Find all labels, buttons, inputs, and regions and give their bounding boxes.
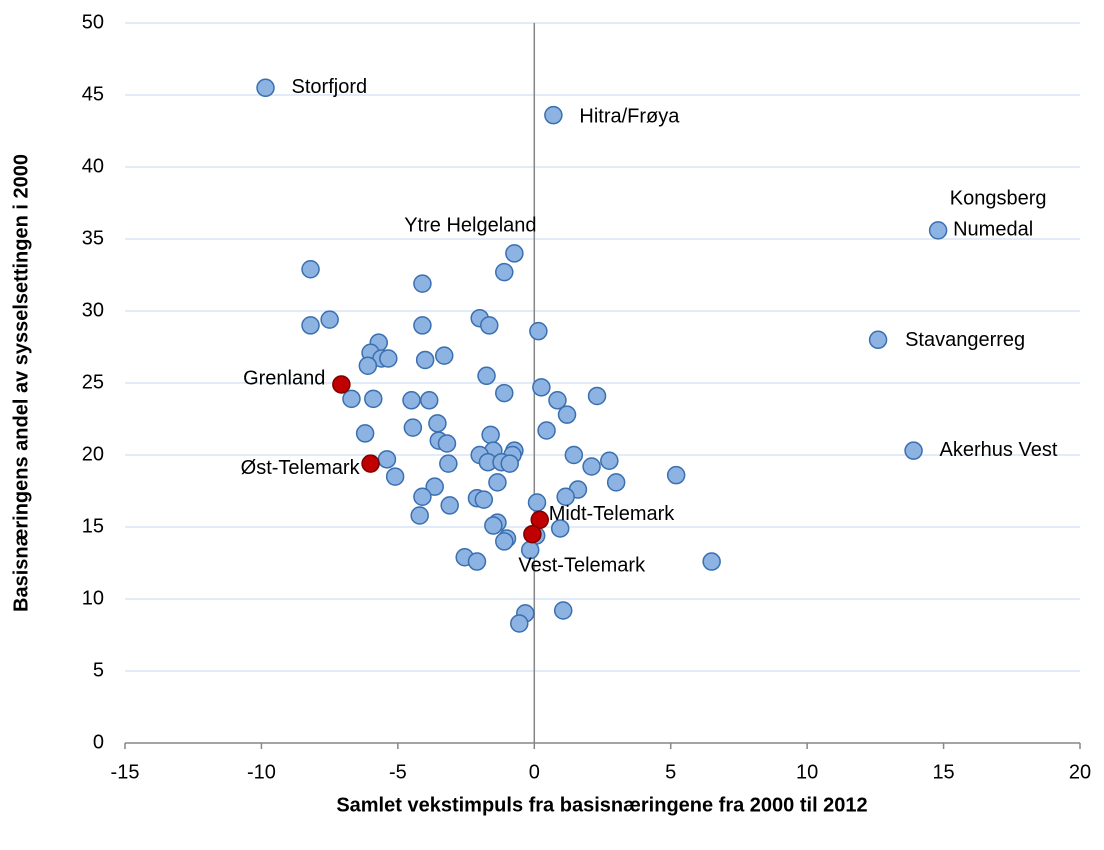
point — [419, 391, 439, 410]
point — [434, 346, 454, 365]
y-tick-label: 45 — [82, 83, 104, 105]
point — [332, 375, 351, 394]
point — [439, 454, 458, 473]
point — [532, 378, 551, 397]
point — [477, 366, 496, 386]
point — [415, 350, 435, 370]
point — [301, 316, 320, 335]
point — [413, 316, 432, 335]
x-tick-label: -5 — [389, 761, 407, 783]
point — [548, 391, 567, 410]
x-tick-label: -10 — [247, 761, 276, 783]
point — [342, 389, 361, 409]
point — [467, 552, 487, 571]
point — [553, 601, 573, 620]
point — [495, 262, 514, 282]
x-tick-label: 10 — [796, 761, 818, 783]
point-label: Vest-Telemark — [518, 554, 646, 576]
point — [361, 454, 380, 473]
point — [410, 506, 429, 525]
point — [527, 493, 547, 512]
point — [702, 552, 721, 571]
point — [564, 445, 584, 465]
y-tick-label: 15 — [82, 515, 104, 537]
point — [587, 386, 607, 406]
y-tick-label: 10 — [82, 587, 104, 609]
point — [425, 477, 444, 496]
point — [364, 389, 383, 409]
point — [556, 487, 575, 507]
point — [437, 434, 457, 453]
point — [480, 316, 499, 335]
point — [928, 221, 948, 240]
point — [582, 457, 601, 476]
point — [537, 421, 556, 440]
x-axis-label: Samlet vekstimpuls fra basisnæringene fr… — [336, 794, 867, 816]
y-tick-label: 50 — [82, 11, 104, 33]
point — [484, 516, 503, 535]
point — [529, 321, 548, 341]
point — [488, 473, 507, 492]
point — [666, 465, 686, 485]
point — [495, 383, 514, 403]
point — [530, 510, 549, 530]
point-label: Stavangerreg — [905, 329, 1025, 351]
point — [606, 473, 626, 492]
point — [474, 490, 494, 509]
point — [301, 259, 320, 279]
point — [402, 391, 421, 410]
point — [385, 467, 405, 486]
x-tick-label: 5 — [665, 761, 676, 783]
point-label: Storfjord — [292, 76, 368, 98]
point — [256, 78, 275, 98]
point — [544, 105, 563, 125]
point — [600, 451, 619, 471]
point — [413, 274, 432, 293]
point — [500, 454, 519, 473]
point-label: Hitra/Frøya — [579, 105, 680, 127]
point-label: Midt-Telemark — [549, 503, 676, 525]
y-tick-label: 40 — [82, 155, 104, 177]
point-label: Ytre Helgeland — [404, 215, 536, 237]
point — [523, 524, 542, 544]
point-label: Øst-Telemark — [241, 457, 361, 479]
x-tick-label: 0 — [529, 761, 540, 783]
point — [355, 424, 375, 443]
point-label: Kongsberg Numedal — [950, 188, 1047, 241]
point-label: Akerhus Vest — [940, 439, 1058, 461]
y-tick-label: 5 — [93, 659, 104, 681]
y-axis-label: Basisnæringens andel av sysselsettingen … — [10, 154, 32, 612]
point — [413, 487, 432, 507]
point-label: Grenland — [243, 368, 325, 390]
point — [377, 450, 397, 469]
point — [379, 349, 398, 368]
x-tick-label: -15 — [111, 761, 140, 783]
point — [557, 405, 577, 424]
x-tick-label: 20 — [1069, 761, 1091, 783]
y-tick-label: 35 — [82, 227, 104, 249]
point — [428, 414, 447, 433]
point — [358, 356, 378, 375]
point — [868, 330, 888, 350]
point — [320, 310, 339, 329]
x-tick-label: 15 — [932, 761, 954, 783]
point — [550, 519, 570, 538]
point — [904, 441, 923, 460]
y-tick-label: 30 — [82, 299, 104, 321]
point — [481, 425, 500, 445]
point — [440, 496, 459, 515]
point — [403, 418, 423, 437]
point — [510, 614, 529, 633]
y-tick-label: 25 — [82, 371, 104, 393]
y-tick-label: 20 — [82, 443, 104, 465]
y-tick-label: 0 — [93, 731, 104, 753]
point — [505, 244, 524, 263]
point — [495, 532, 514, 551]
